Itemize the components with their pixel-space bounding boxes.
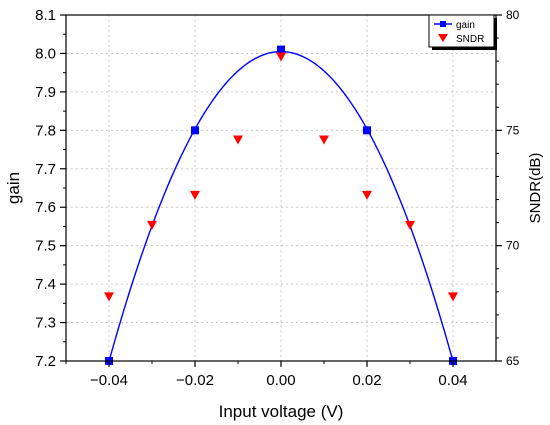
SNDR-marker [448, 292, 458, 302]
SNDR-marker [233, 135, 243, 145]
y-left-tick-label: 8.1 [35, 7, 56, 24]
y-right-tick-label: 70 [506, 239, 520, 253]
SNDR-legend-label: SNDR [456, 34, 484, 45]
SNDR-marker [190, 190, 200, 200]
y-left-tick-label: 7.2 [35, 353, 56, 370]
SNDR-marker [104, 292, 114, 302]
gain-marker [277, 45, 285, 54]
y-left-tick-label: 7.5 [35, 238, 56, 255]
y-left-tick-label: 7.3 [35, 315, 56, 332]
y-left-tick-label: 7.9 [35, 84, 56, 101]
y-left-tick-label: 7.7 [35, 161, 56, 178]
SNDR-marker [362, 190, 372, 200]
gain-marker [363, 126, 371, 135]
y-left-tick-label: 8.0 [35, 45, 56, 62]
SNDR-legend-marker [438, 34, 448, 42]
gain-marker [191, 126, 199, 135]
y-left-tick-label: 7.4 [35, 276, 56, 293]
legend-items: gain SNDR [434, 20, 484, 45]
legend: gain SNDR [428, 14, 497, 50]
legend-box [428, 14, 495, 48]
SNDR-marker [276, 52, 286, 62]
left-y-axis-title: gain [4, 172, 23, 204]
x-tick-label: 0.00 [266, 372, 295, 389]
x-tick-label: 0.04 [438, 372, 467, 389]
SNDR-marker [405, 220, 415, 230]
y-right-tick-label: 75 [506, 123, 520, 137]
tick-layer: −0.04 −0.02 0.00 0.02 0.04 7.2 7.3 7.4 7.5 7.6 7.7… [35, 7, 520, 389]
x-tick-label: −0.04 [90, 372, 128, 389]
y-left-tick-label: 7.6 [35, 199, 56, 216]
right-y-axis-title: SNDR(dB) [527, 153, 544, 224]
gain-legend-marker [440, 21, 446, 27]
SNDR-marker [319, 135, 329, 145]
y-left-tick-label: 7.8 [35, 122, 56, 139]
x-tick-label: −0.02 [176, 372, 214, 389]
y-right-tick-label: 65 [506, 354, 520, 368]
SNDR-marker [147, 220, 157, 230]
x-tick-label: 0.02 [352, 372, 381, 389]
grid [66, 15, 496, 361]
x-axis-title: Input voltage (V) [219, 402, 344, 421]
gain-legend-label: gain [456, 20, 475, 31]
y-right-tick-label: 80 [506, 8, 520, 22]
